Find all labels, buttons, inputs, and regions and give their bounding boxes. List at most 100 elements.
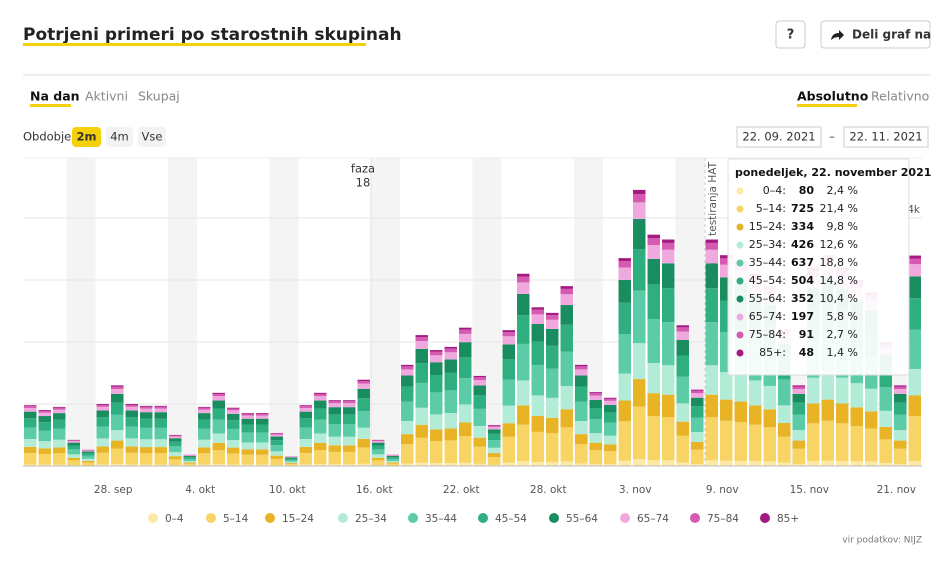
date-input[interactable] bbox=[736, 126, 822, 148]
share-button[interactable] bbox=[820, 20, 931, 49]
period-option[interactable]: 4m bbox=[110, 130, 129, 144]
legend-swatch bbox=[478, 513, 488, 523]
tab[interactable]: Relativno bbox=[871, 89, 929, 104]
bar-segment bbox=[546, 328, 559, 346]
bar-segment bbox=[270, 451, 283, 456]
bar-segment bbox=[227, 453, 240, 465]
bar-segment bbox=[575, 386, 588, 402]
tooltip-title: ponedeljek, 22. november 2021 bbox=[735, 166, 931, 179]
bar-segment bbox=[676, 327, 689, 332]
bar-segment bbox=[894, 386, 907, 389]
tooltip-label: 45–54: bbox=[749, 274, 786, 287]
bar-segment bbox=[125, 404, 138, 407]
bar-segment bbox=[546, 315, 559, 320]
bar-segment bbox=[227, 413, 240, 421]
bar-segment bbox=[140, 406, 153, 409]
bar-segment bbox=[691, 464, 704, 466]
bar-segment bbox=[169, 441, 182, 447]
bar-segment bbox=[720, 420, 733, 461]
bar-segment bbox=[502, 436, 515, 463]
bar-segment bbox=[560, 427, 573, 462]
tooltip-swatch bbox=[736, 205, 744, 213]
bar-segment bbox=[328, 414, 341, 425]
bar-segment bbox=[879, 410, 892, 427]
bar-segment bbox=[401, 444, 414, 464]
bar-segment bbox=[459, 342, 472, 358]
bar-segment bbox=[488, 426, 501, 430]
bar-segment bbox=[908, 329, 921, 369]
bar-segment bbox=[908, 298, 921, 330]
bar-segment bbox=[212, 408, 225, 420]
bar-segment bbox=[183, 462, 196, 464]
help-button[interactable] bbox=[775, 20, 806, 49]
tab[interactable]: Na dan bbox=[30, 89, 80, 104]
bar-segment bbox=[647, 245, 660, 259]
bar-segment bbox=[517, 405, 530, 425]
bar-segment bbox=[343, 403, 356, 408]
bar-segment bbox=[198, 447, 211, 454]
bar-segment bbox=[125, 410, 138, 418]
bar-segment bbox=[836, 423, 849, 462]
bar-segment bbox=[691, 449, 704, 465]
bar-segment bbox=[82, 455, 95, 459]
bar-segment bbox=[488, 447, 501, 454]
bar-segment bbox=[198, 407, 211, 410]
legend-swatch bbox=[620, 513, 630, 523]
bar-segment bbox=[256, 413, 269, 416]
bar-segment bbox=[154, 408, 167, 413]
tooltip-value: 352 bbox=[791, 292, 814, 305]
bar-segment bbox=[401, 401, 414, 421]
bar-segment bbox=[502, 379, 515, 406]
tab[interactable]: Absolutno bbox=[797, 89, 869, 104]
annotation-text: 18 bbox=[356, 176, 371, 190]
bar-segment bbox=[111, 385, 124, 387]
bar-segment bbox=[430, 355, 443, 363]
bar-segment bbox=[96, 404, 109, 407]
period-option[interactable]: 2m bbox=[77, 130, 97, 144]
bar-segment bbox=[198, 464, 211, 466]
bar-segment bbox=[676, 331, 689, 341]
bar-segment bbox=[633, 249, 646, 291]
tooltip-swatch bbox=[736, 331, 744, 339]
tab[interactable]: Skupaj bbox=[138, 89, 180, 104]
period-option-bg[interactable] bbox=[72, 127, 101, 147]
period-option[interactable]: Vse bbox=[142, 130, 163, 144]
bar-segment bbox=[343, 400, 356, 402]
bar-segment bbox=[285, 461, 298, 464]
bar-segment bbox=[575, 366, 588, 370]
tab[interactable]: Aktivni bbox=[85, 89, 128, 104]
bar-segment bbox=[357, 411, 370, 428]
bar-segment bbox=[270, 445, 283, 452]
bar-segment bbox=[401, 420, 414, 435]
bar-segment bbox=[502, 336, 515, 345]
bar-segment bbox=[314, 408, 327, 420]
bar-segment bbox=[67, 460, 80, 466]
bar-segment bbox=[314, 450, 327, 465]
bar-segment bbox=[183, 463, 196, 466]
bar-segment bbox=[401, 434, 414, 445]
bar-segment bbox=[328, 403, 341, 408]
tooltip-value: 426 bbox=[791, 238, 814, 251]
bar-segment bbox=[299, 446, 312, 453]
bar-segment bbox=[67, 457, 80, 461]
bar-segment bbox=[560, 286, 573, 289]
bar-segment bbox=[24, 427, 37, 439]
bar-segment bbox=[807, 377, 820, 404]
bar-segment bbox=[676, 435, 689, 463]
bar-segment bbox=[183, 455, 196, 457]
date-input[interactable] bbox=[843, 126, 929, 148]
bar-segment bbox=[328, 464, 341, 466]
period-option-bg[interactable] bbox=[138, 127, 166, 147]
bar-segment bbox=[705, 249, 718, 264]
bar-segment bbox=[546, 368, 559, 398]
bar-segment bbox=[575, 364, 588, 367]
bar-segment bbox=[531, 309, 544, 315]
bar-segment bbox=[372, 457, 385, 461]
period-option-bg[interactable] bbox=[106, 127, 133, 147]
bar-segment bbox=[517, 315, 530, 344]
bar-segment bbox=[734, 401, 747, 422]
bar-segment bbox=[618, 373, 631, 401]
bar-segment bbox=[908, 368, 921, 396]
bar-segment bbox=[386, 457, 399, 459]
bar-segment bbox=[343, 451, 356, 465]
